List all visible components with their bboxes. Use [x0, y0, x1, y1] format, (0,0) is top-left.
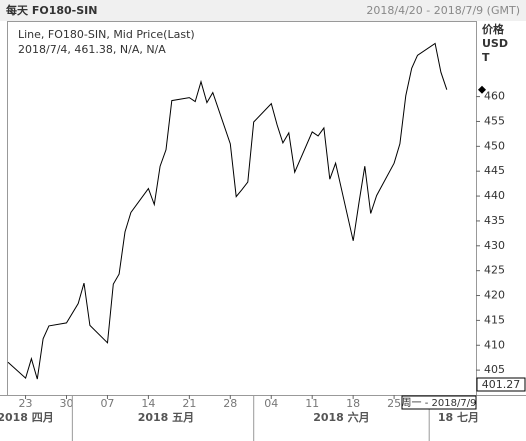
y-axis-label: T [482, 51, 490, 64]
y-tick-label: 445 [484, 164, 505, 177]
date-range: 2018/4/20 - 2018/7/9 (GMT) [366, 4, 520, 17]
y-axis-label: 价格 [482, 22, 505, 36]
cursor-date-box [401, 395, 477, 410]
legend-line: Line, FO180-SIN, Mid Price(Last) [18, 28, 195, 41]
y-tick-label: 440 [484, 189, 505, 202]
x-tick-label: 18 [346, 397, 360, 410]
x-tick-label: 11 [305, 397, 319, 410]
y-tick-label: 425 [484, 264, 505, 277]
month-label: 18 七月 [438, 410, 479, 424]
x-tick-label: 07 [100, 397, 114, 410]
price-line [7, 42, 448, 380]
legend-line: 2018/7/4, 461.38, N/A, N/A [18, 43, 166, 56]
x-tick-label: 23 [19, 397, 33, 410]
x-tick-label: 28 [223, 397, 237, 410]
month-label: 2018 五月 [138, 411, 194, 424]
y-tick-label: 435 [484, 214, 505, 227]
y-tick-label: 430 [484, 239, 505, 252]
y-tick-label: 455 [484, 114, 505, 127]
y-tick-label: 450 [484, 139, 505, 152]
x-tick-label: 30 [60, 397, 74, 410]
x-tick-label: 25 [387, 397, 401, 410]
y-tick-label: 460 [484, 90, 505, 103]
cursor-value-box [476, 377, 526, 392]
month-label: 2018 四月 [0, 411, 54, 424]
month-label: 2018 六月 [313, 410, 369, 424]
chart-title: 每天 FO180-SIN [6, 3, 97, 17]
header [0, 0, 526, 21]
y-tick-label: 410 [484, 338, 505, 351]
cursor-date: 周一 - 2018/7/9 [402, 397, 477, 409]
x-tick-label: 14 [141, 397, 155, 410]
y-tick-label: 415 [484, 313, 505, 326]
x-tick-label: 21 [182, 397, 196, 410]
cursor-value: 401.27 [482, 378, 521, 391]
x-tick-label: 04 [264, 397, 278, 410]
last-marker [478, 85, 486, 94]
y-axis-label: USD [482, 37, 508, 50]
y-tick-label: 420 [484, 289, 505, 302]
y-tick-label: 405 [484, 363, 505, 376]
